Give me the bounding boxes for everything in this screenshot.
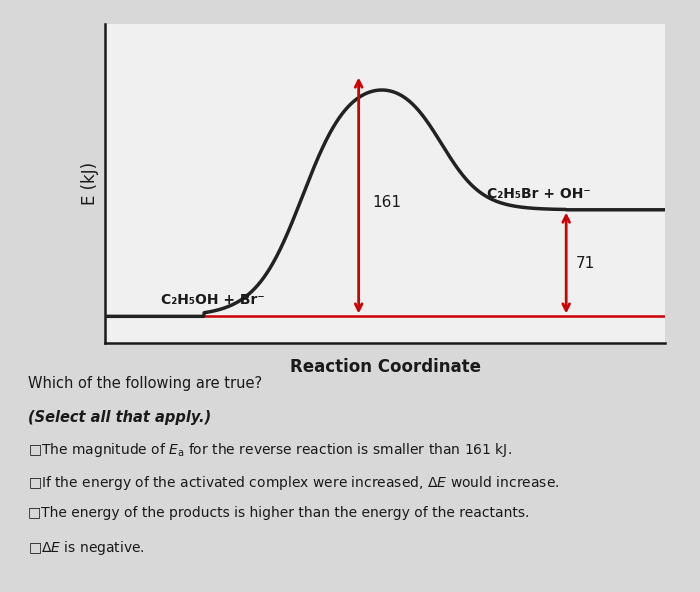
Text: C₂H₅Br + OH⁻: C₂H₅Br + OH⁻	[487, 187, 591, 201]
Text: □The energy of the products is higher than the energy of the reactants.: □The energy of the products is higher th…	[28, 506, 529, 520]
Text: 71: 71	[576, 256, 595, 271]
Text: C₂H₅OH + Br⁻: C₂H₅OH + Br⁻	[161, 294, 265, 307]
Text: 161: 161	[372, 195, 401, 210]
Text: (Select all that apply.): (Select all that apply.)	[28, 410, 211, 424]
Text: □The magnitude of $E_\mathrm{a}$ for the reverse reaction is smaller than 161 kJ: □The magnitude of $E_\mathrm{a}$ for the…	[28, 441, 512, 459]
Text: □$\Delta E$ is negative.: □$\Delta E$ is negative.	[28, 539, 145, 556]
Text: Reaction Coordinate: Reaction Coordinate	[290, 358, 480, 376]
Text: □If the energy of the activated complex were increased, $\Delta E$ would increas: □If the energy of the activated complex …	[28, 474, 559, 491]
Text: Which of the following are true?: Which of the following are true?	[28, 376, 262, 391]
Y-axis label: E (kJ): E (kJ)	[81, 162, 99, 205]
